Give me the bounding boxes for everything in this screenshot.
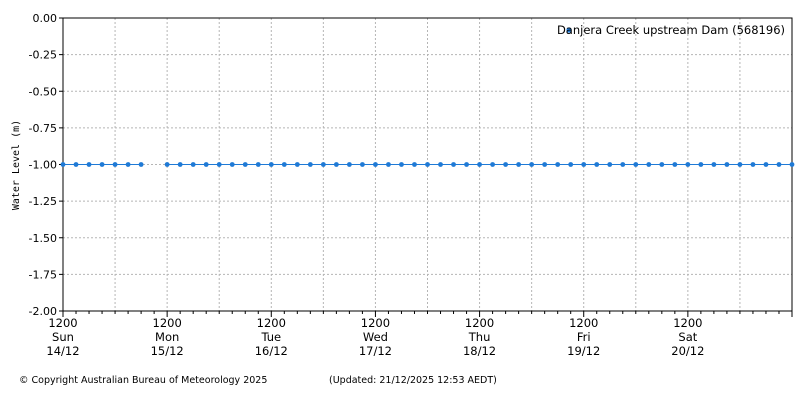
data-point <box>99 162 105 167</box>
x-tick-label-date: 17/12 <box>359 344 392 358</box>
data-point <box>516 162 522 167</box>
x-tick-label-day: Fri <box>577 330 591 344</box>
y-tick-label: -2.00 <box>29 305 57 318</box>
data-point <box>255 162 261 167</box>
data-point <box>360 162 365 167</box>
data-point <box>451 162 456 167</box>
data-point <box>464 162 469 167</box>
x-tick-label-time: 1200 <box>153 316 182 330</box>
data-point <box>373 162 378 167</box>
data-point <box>138 162 144 167</box>
data-point <box>307 162 313 167</box>
data-point <box>737 162 743 167</box>
data-point <box>190 162 196 167</box>
data-point <box>164 162 170 167</box>
data-point <box>620 162 626 167</box>
y-axis-label: Water Level (m) <box>11 120 22 210</box>
x-tick-label-date: 19/12 <box>567 344 600 358</box>
data-point <box>399 162 404 167</box>
data-point <box>203 162 209 167</box>
legend-label: Danjera Creek upstream Dam (568196) <box>557 23 785 37</box>
data-point <box>685 162 691 167</box>
data-point <box>333 162 339 167</box>
x-tick-label-time: 1200 <box>673 316 702 330</box>
data-point <box>763 162 769 167</box>
y-tick-label: -1.25 <box>29 195 57 208</box>
data-point <box>125 162 131 167</box>
x-tick-label-date: 20/12 <box>671 344 704 358</box>
data-point <box>60 162 66 167</box>
x-tick-label-time: 1200 <box>257 316 286 330</box>
data-point <box>633 162 639 167</box>
x-tick-label-day: Tue <box>260 330 281 344</box>
data-point <box>568 162 574 167</box>
data-point <box>242 162 248 167</box>
x-tick-label-day: Thu <box>468 330 491 344</box>
y-tick-label: -1.00 <box>29 159 57 172</box>
y-tick-label: -0.75 <box>29 122 57 135</box>
data-point <box>477 162 482 167</box>
x-tick-label-date: 18/12 <box>463 344 496 358</box>
data-point <box>425 162 430 167</box>
data-point <box>216 162 222 167</box>
data-point <box>529 162 535 167</box>
x-tick-label-time: 1200 <box>465 316 494 330</box>
axes: 0.00 -0.25 -0.50 -0.75 -1.00 -1.25 -1.50 -1.75 -… <box>29 12 793 358</box>
series-layer <box>60 162 795 167</box>
data-point <box>320 162 326 167</box>
data-point <box>86 162 92 167</box>
data-point <box>503 162 509 167</box>
x-tick-label-day: Mon <box>155 330 179 344</box>
x-tick-label-date: 16/12 <box>255 344 288 358</box>
x-tick-label-day: Sun <box>52 330 74 344</box>
data-point <box>594 162 600 167</box>
data-point <box>177 162 183 167</box>
data-point <box>386 162 391 167</box>
x-tick-label-time: 1200 <box>569 316 598 330</box>
data-point <box>438 162 443 167</box>
x-tick-label-date: 15/12 <box>151 344 184 358</box>
legend: Danjera Creek upstream Dam (568196) <box>557 23 785 37</box>
y-tick-label: -0.25 <box>29 49 57 62</box>
data-point <box>698 162 704 167</box>
data-point <box>294 162 300 167</box>
x-tick-label-day: Sat <box>678 330 697 344</box>
data-point <box>229 162 235 167</box>
y-tick-label: 0.00 <box>33 12 58 25</box>
data-point <box>646 162 652 167</box>
data-point <box>659 162 665 167</box>
data-point <box>776 162 782 167</box>
data-point <box>73 162 79 167</box>
data-point <box>490 162 495 167</box>
x-tick-label-date: 14/12 <box>46 344 79 358</box>
y-tick-label: -0.50 <box>29 85 57 98</box>
data-point <box>542 162 548 167</box>
data-point <box>112 162 118 167</box>
data-point <box>711 162 717 167</box>
y-tick-label: -1.75 <box>29 268 57 281</box>
data-point <box>581 162 587 167</box>
data-point <box>789 162 795 167</box>
y-tick-label: -1.50 <box>29 232 57 245</box>
data-point <box>724 162 730 167</box>
updated-text: (Updated: 21/12/2025 12:53 AEDT) <box>329 375 497 386</box>
legend-marker <box>566 27 572 33</box>
data-point <box>672 162 678 167</box>
x-tick-label-time: 1200 <box>361 316 390 330</box>
data-point <box>268 162 274 167</box>
x-tick-label-time: 1200 <box>48 316 77 330</box>
data-point <box>750 162 756 167</box>
data-point <box>607 162 613 167</box>
data-point <box>346 162 352 167</box>
data-point <box>412 162 417 167</box>
data-point <box>555 162 561 167</box>
copyright-text: © Copyright Australian Bureau of Meteoro… <box>19 375 267 386</box>
x-tick-label-day: Wed <box>363 330 388 344</box>
data-point <box>281 162 287 167</box>
